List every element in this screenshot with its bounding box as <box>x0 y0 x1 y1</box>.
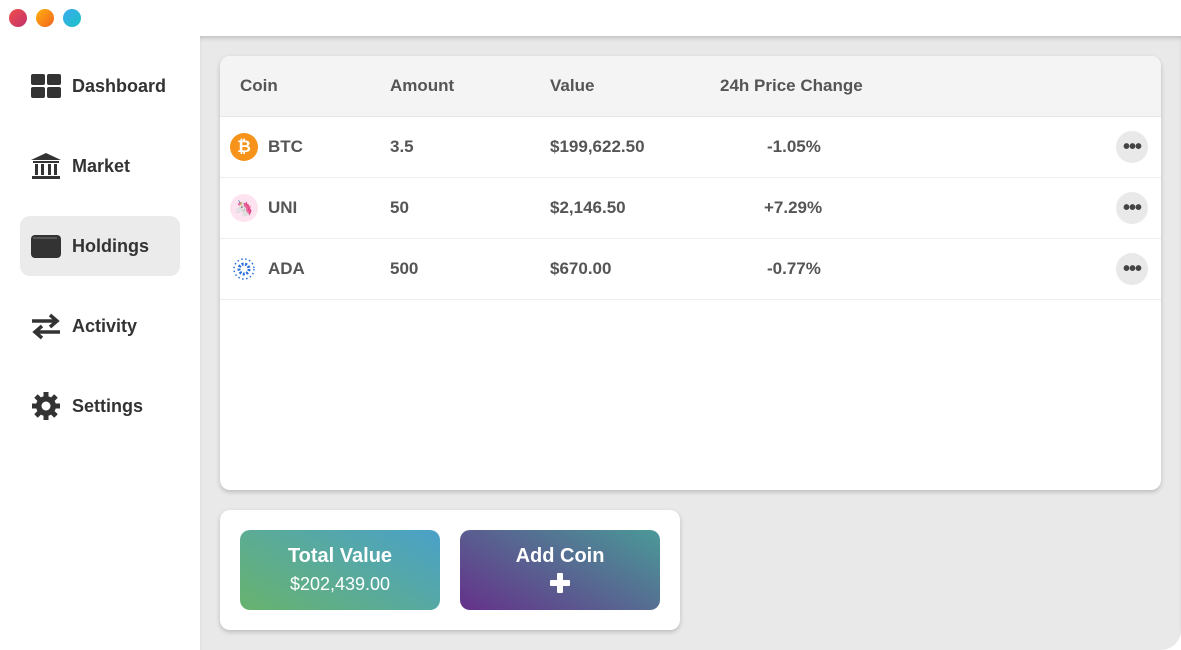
coin-symbol: BTC <box>268 137 303 156</box>
coin-symbol: ADA <box>268 259 305 278</box>
header-coin: Coin <box>240 76 278 95</box>
minimize-button[interactable] <box>36 9 54 27</box>
more-options-button[interactable]: ••• <box>1116 192 1148 224</box>
bitcoin-icon: ₿ <box>230 133 258 161</box>
header-value: Value <box>550 76 595 95</box>
close-button[interactable] <box>9 9 27 27</box>
amount: 50 <box>390 198 409 217</box>
price-change: +7.29% <box>764 198 823 217</box>
total-value-amount: $202,439.00 <box>289 574 391 594</box>
sidebar-item-label: Dashboard <box>72 75 167 96</box>
sidebar-item-label: Holdings <box>72 235 149 256</box>
total-value-label: Total Value <box>287 545 393 567</box>
main-content: Coin Amount Value 24h Price Change ₿ BTC… <box>200 36 1181 650</box>
amount: 500 <box>390 259 419 278</box>
holdings-table: Coin Amount Value 24h Price Change ₿ BTC… <box>220 56 1161 490</box>
table-header: Coin Amount Value 24h Price Change <box>220 56 1161 117</box>
table-row: ADA 500 $670.00 -0.77% ••• <box>220 239 1161 300</box>
table-row: ₿ BTC 3.5 $199,622.50 -1.05% ••• <box>220 117 1161 178</box>
sidebar-item-holdings[interactable]: Holdings <box>20 216 180 276</box>
arrows-exchange-icon <box>32 313 60 340</box>
cardano-icon <box>230 255 258 283</box>
sidebar-item-market[interactable]: Market <box>20 136 180 196</box>
uniswap-icon: 🦄 <box>230 194 258 222</box>
grid-icon <box>31 74 61 98</box>
price-change: -1.05% <box>767 137 821 156</box>
more-options-button[interactable]: ••• <box>1116 253 1148 285</box>
wallet-icon <box>31 235 61 258</box>
more-options-button[interactable]: ••• <box>1116 131 1148 163</box>
bank-icon <box>31 153 61 179</box>
add-coin-label: Add Coin <box>515 545 605 567</box>
sidebar-item-activity[interactable]: Activity <box>20 296 180 356</box>
sidebar-item-label: Activity <box>72 315 138 336</box>
sidebar-item-settings[interactable]: Settings <box>20 376 180 436</box>
value: $670.00 <box>550 259 612 278</box>
header-change: 24h Price Change <box>720 76 863 95</box>
price-change: -0.77% <box>767 259 821 278</box>
sidebar-item-label: Settings <box>72 395 144 416</box>
sidebar-item-label: Market <box>72 155 131 176</box>
header-amount: Amount <box>390 76 455 95</box>
value: $199,622.50 <box>550 137 645 156</box>
amount: 3.5 <box>390 137 414 156</box>
table-row: 🦄 UNI 50 $2,146.50 +7.29% ••• <box>220 178 1161 239</box>
add-coin-button[interactable]: Add Coin <box>460 530 660 610</box>
maximize-button[interactable] <box>63 9 81 27</box>
gear-icon <box>32 392 60 420</box>
summary-panel: Total Value $202,439.00 Add Coin <box>220 510 680 630</box>
coin-symbol: UNI <box>268 198 298 217</box>
value: $2,146.50 <box>550 198 626 217</box>
sidebar-item-dashboard[interactable]: Dashboard <box>20 56 180 116</box>
plus-icon <box>550 573 570 593</box>
sidebar: Dashboard Market Holdings Activity Setti… <box>0 36 200 650</box>
total-value-card: Total Value $202,439.00 <box>240 530 440 610</box>
